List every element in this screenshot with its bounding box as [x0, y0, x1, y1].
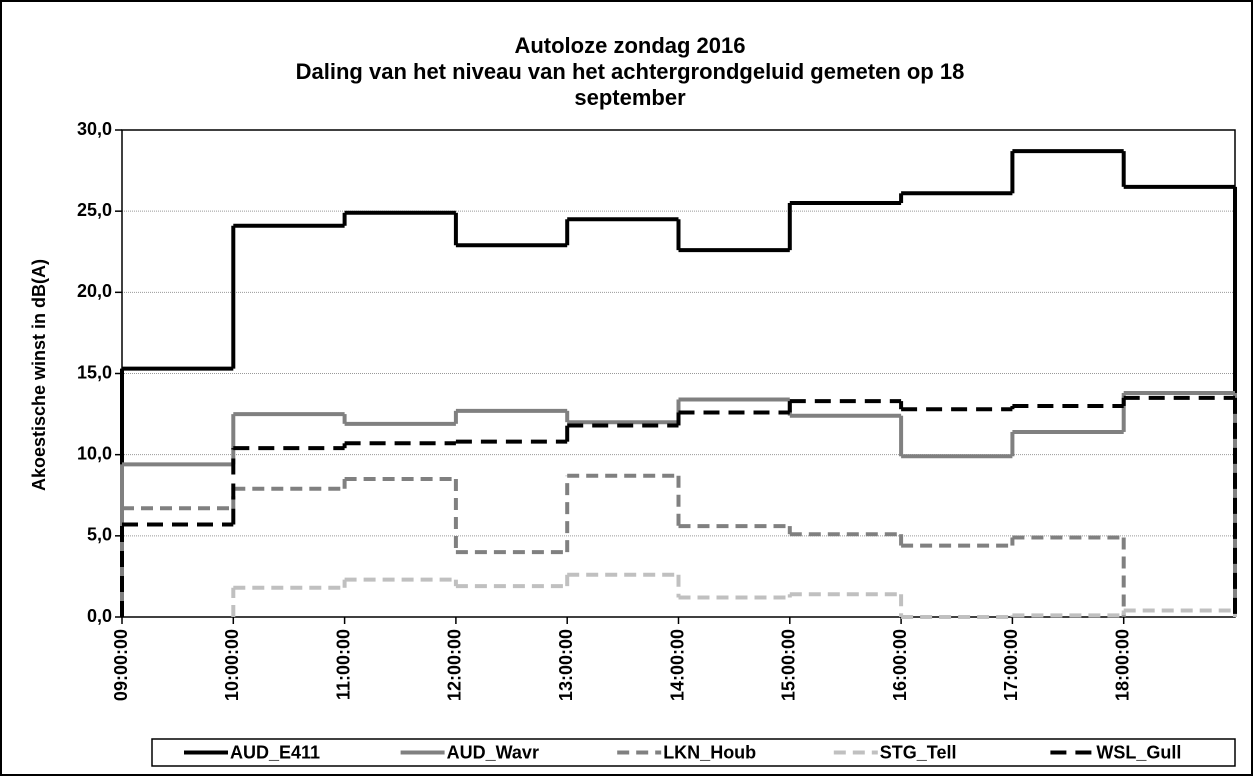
legend-label: AUD_Wavr — [447, 742, 539, 762]
y-tick-label: 10,0 — [77, 443, 112, 463]
chart-title: Autoloze zondag 2016 — [514, 33, 746, 58]
legend-label: WSL_Gull — [1096, 742, 1181, 762]
x-tick-label: 15:00:00 — [779, 629, 799, 701]
x-tick-label: 14:00:00 — [667, 629, 687, 701]
y-axis-label: Akoestische winst in dB(A) — [29, 259, 49, 491]
title-block: Autoloze zondag 2016 Daling van het nive… — [250, 33, 1010, 111]
legend-label: AUD_E411 — [230, 742, 320, 762]
y-tick-label: 0,0 — [87, 606, 112, 626]
x-tick-label: 13:00:00 — [556, 629, 576, 701]
x-tick-label: 16:00:00 — [890, 629, 910, 701]
x-tick-label: 18:00:00 — [1112, 629, 1132, 701]
x-tick-label: 09:00:00 — [111, 629, 131, 701]
y-tick-label: 15,0 — [77, 362, 112, 382]
y-tick-label: 30,0 — [77, 119, 112, 139]
legend-label: LKN_Houb — [663, 742, 756, 762]
chart-subtitle: Daling van het niveau van het achtergron… — [295, 59, 965, 110]
x-tick-label: 11:00:00 — [333, 629, 353, 700]
legend-label: STG_Tell — [880, 742, 957, 762]
y-tick-label: 25,0 — [77, 200, 112, 220]
x-tick-label: 12:00:00 — [445, 629, 465, 701]
y-tick-label: 20,0 — [77, 281, 112, 301]
x-tick-label: 10:00:00 — [222, 629, 242, 701]
y-tick-label: 5,0 — [87, 525, 112, 545]
x-tick-label: 17:00:00 — [1001, 629, 1021, 701]
